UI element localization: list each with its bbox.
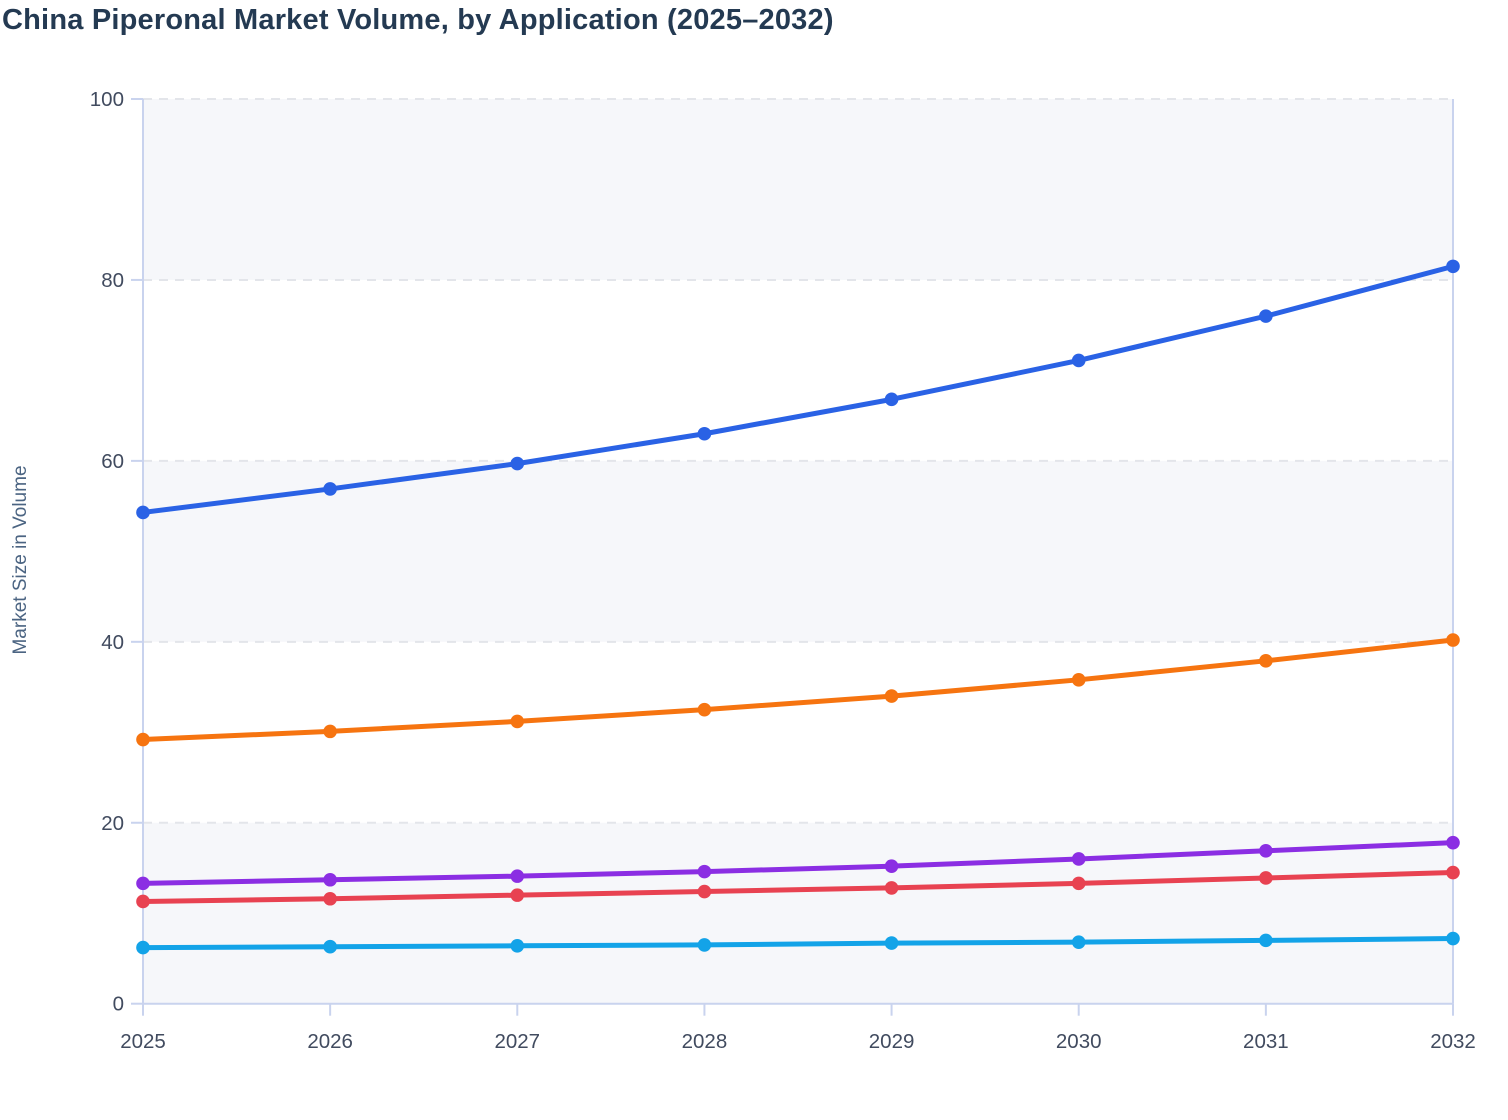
series-line-orange [140, 637, 1456, 743]
data-point-blue-2029 [884, 392, 899, 407]
data-point-cyan-2029 [884, 936, 899, 950]
data-point-purple-2030 [1071, 852, 1086, 866]
data-point-purple-2031 [1259, 844, 1273, 858]
x-tick-label: 2031 [1243, 1030, 1289, 1053]
data-point-orange-2030 [1071, 673, 1086, 687]
data-point-orange-2027 [510, 714, 525, 729]
series-line-red [140, 870, 1456, 904]
x-tick-label: 2025 [120, 1030, 166, 1053]
series-line-cyan [140, 936, 1456, 951]
data-point-cyan-2026 [323, 939, 337, 954]
data-point-purple-2029 [884, 859, 899, 873]
data-point-red-2030 [1071, 876, 1086, 891]
y-tick-label: 0 [113, 993, 124, 1016]
x-tick-label: 2028 [682, 1030, 728, 1053]
data-point-cyan-2025 [136, 940, 150, 955]
data-point-red-2031 [1259, 871, 1273, 885]
data-point-cyan-2028 [697, 938, 712, 952]
data-point-orange-2029 [884, 689, 899, 703]
y-tick-label: 60 [101, 450, 124, 473]
data-point-cyan-2031 [1259, 933, 1273, 948]
y-tick-label: 20 [101, 812, 124, 835]
data-point-blue-2028 [697, 426, 712, 441]
x-tick-label: 2032 [1430, 1030, 1476, 1053]
series-line-blue [140, 263, 1456, 515]
data-point-cyan-2027 [510, 938, 525, 953]
data-point-red-2029 [884, 881, 899, 895]
data-point-orange-2032 [1446, 633, 1460, 647]
y-tick-label: 40 [101, 631, 124, 654]
data-point-purple-2025 [136, 876, 150, 891]
x-tick-label: 2026 [307, 1030, 353, 1053]
x-tick-label: 2027 [494, 1030, 540, 1053]
data-point-blue-2027 [510, 456, 525, 471]
data-point-red-2028 [697, 884, 712, 899]
y-tick-label: 100 [90, 88, 124, 111]
data-point-blue-2026 [323, 482, 337, 496]
data-point-cyan-2030 [1071, 935, 1086, 949]
data-point-orange-2028 [697, 702, 712, 717]
data-point-orange-2025 [136, 732, 150, 747]
data-point-red-2026 [323, 891, 337, 906]
data-point-red-2025 [136, 894, 150, 909]
data-point-purple-2032 [1446, 835, 1460, 850]
x-tick-label: 2030 [1056, 1030, 1102, 1053]
data-point-purple-2027 [510, 869, 525, 883]
data-point-red-2032 [1446, 865, 1460, 880]
data-point-orange-2026 [323, 724, 337, 739]
data-point-purple-2028 [697, 864, 712, 879]
data-point-orange-2031 [1259, 654, 1273, 668]
data-point-purple-2026 [323, 872, 337, 887]
series-line-purple [140, 840, 1456, 886]
data-point-blue-2032 [1446, 259, 1460, 274]
chart-title: China Piperonal Market Volume, by Applic… [2, 4, 834, 36]
plot-band [143, 99, 1453, 280]
data-point-blue-2030 [1071, 353, 1086, 368]
data-point-cyan-2032 [1446, 931, 1460, 946]
plot-band [143, 460, 1453, 642]
y-tick-label: 80 [101, 269, 124, 292]
data-point-red-2027 [510, 888, 525, 902]
x-tick-label: 2029 [869, 1030, 915, 1053]
data-point-blue-2031 [1259, 309, 1273, 323]
data-point-blue-2025 [136, 505, 150, 520]
